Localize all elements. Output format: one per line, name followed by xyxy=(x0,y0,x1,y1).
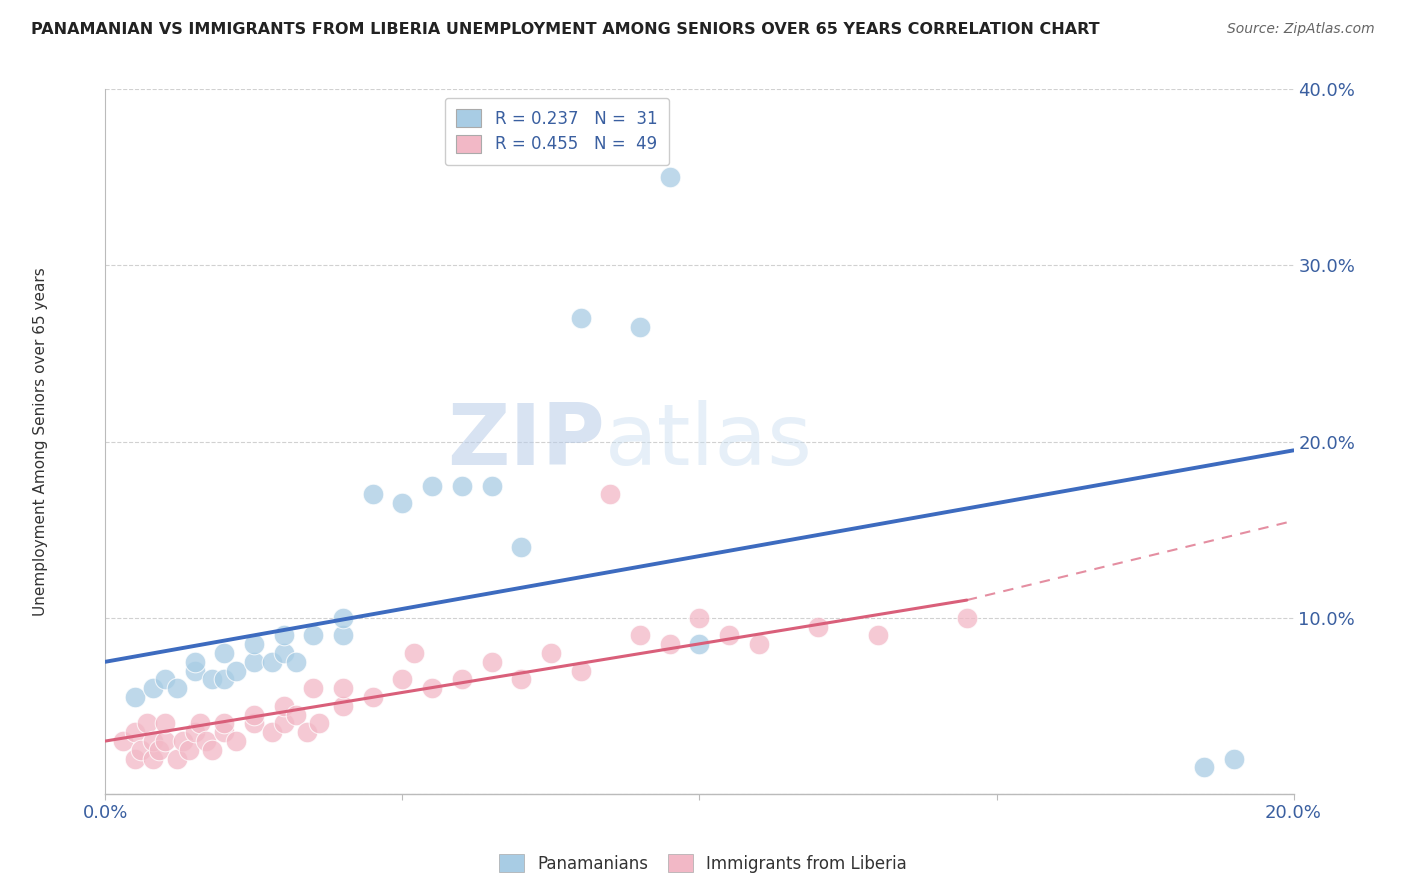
Point xyxy=(284,707,307,722)
Point xyxy=(481,655,503,669)
Point xyxy=(273,716,295,731)
Point xyxy=(124,725,146,739)
Point xyxy=(148,743,170,757)
Point xyxy=(658,637,681,651)
Point xyxy=(243,707,266,722)
Text: PANAMANIAN VS IMMIGRANTS FROM LIBERIA UNEMPLOYMENT AMONG SENIORS OVER 65 YEARS C: PANAMANIAN VS IMMIGRANTS FROM LIBERIA UN… xyxy=(31,22,1099,37)
Point xyxy=(273,646,295,660)
Point xyxy=(308,716,330,731)
Point xyxy=(225,664,247,678)
Point xyxy=(284,655,307,669)
Point xyxy=(302,681,325,696)
Point xyxy=(748,637,770,651)
Point xyxy=(214,673,236,687)
Point xyxy=(689,610,711,624)
Point xyxy=(201,743,224,757)
Point xyxy=(273,698,295,713)
Point xyxy=(183,725,205,739)
Point xyxy=(112,734,135,748)
Point xyxy=(1223,751,1246,765)
Point xyxy=(658,170,681,185)
Point xyxy=(142,681,165,696)
Point xyxy=(153,734,176,748)
Point xyxy=(391,496,413,510)
Point xyxy=(136,716,159,731)
Text: Unemployment Among Seniors over 65 years: Unemployment Among Seniors over 65 years xyxy=(32,268,48,615)
Point xyxy=(214,725,236,739)
Point xyxy=(183,655,205,669)
Point xyxy=(420,478,443,492)
Point xyxy=(183,664,205,678)
Point xyxy=(214,716,236,731)
Legend: Panamanians, Immigrants from Liberia: Panamanians, Immigrants from Liberia xyxy=(492,847,914,880)
Point xyxy=(1194,760,1216,774)
Point xyxy=(142,751,165,765)
Point xyxy=(332,610,354,624)
Point xyxy=(450,478,472,492)
Point xyxy=(177,743,200,757)
Point xyxy=(628,628,651,642)
Point xyxy=(569,311,592,326)
Point xyxy=(297,725,319,739)
Point xyxy=(243,637,266,651)
Point xyxy=(201,673,224,687)
Point xyxy=(214,646,236,660)
Point xyxy=(302,628,325,642)
Point xyxy=(332,628,354,642)
Point xyxy=(420,681,443,696)
Point xyxy=(260,655,283,669)
Text: ZIP: ZIP xyxy=(447,400,605,483)
Point xyxy=(243,716,266,731)
Point xyxy=(510,673,533,687)
Point xyxy=(361,487,384,501)
Point xyxy=(628,320,651,334)
Text: Source: ZipAtlas.com: Source: ZipAtlas.com xyxy=(1227,22,1375,37)
Point xyxy=(450,673,472,687)
Point xyxy=(195,734,218,748)
Point xyxy=(124,690,146,704)
Point xyxy=(540,646,562,660)
Point xyxy=(142,734,165,748)
Legend: R = 0.237   N =  31, R = 0.455   N =  49: R = 0.237 N = 31, R = 0.455 N = 49 xyxy=(444,97,669,165)
Text: atlas: atlas xyxy=(605,400,813,483)
Point xyxy=(225,734,247,748)
Point xyxy=(190,716,212,731)
Point xyxy=(361,690,384,704)
Point xyxy=(166,681,188,696)
Point xyxy=(599,487,621,501)
Point xyxy=(260,725,283,739)
Point xyxy=(273,628,295,642)
Point xyxy=(404,646,426,660)
Point xyxy=(332,681,354,696)
Point xyxy=(153,716,176,731)
Point xyxy=(124,751,146,765)
Point xyxy=(689,637,711,651)
Point xyxy=(866,628,889,642)
Point xyxy=(332,698,354,713)
Point xyxy=(166,751,188,765)
Point xyxy=(510,540,533,554)
Point xyxy=(956,610,979,624)
Point xyxy=(391,673,413,687)
Point xyxy=(807,619,830,633)
Point xyxy=(129,743,152,757)
Point xyxy=(718,628,741,642)
Point xyxy=(569,664,592,678)
Point xyxy=(153,673,176,687)
Point xyxy=(481,478,503,492)
Point xyxy=(243,655,266,669)
Point xyxy=(172,734,194,748)
